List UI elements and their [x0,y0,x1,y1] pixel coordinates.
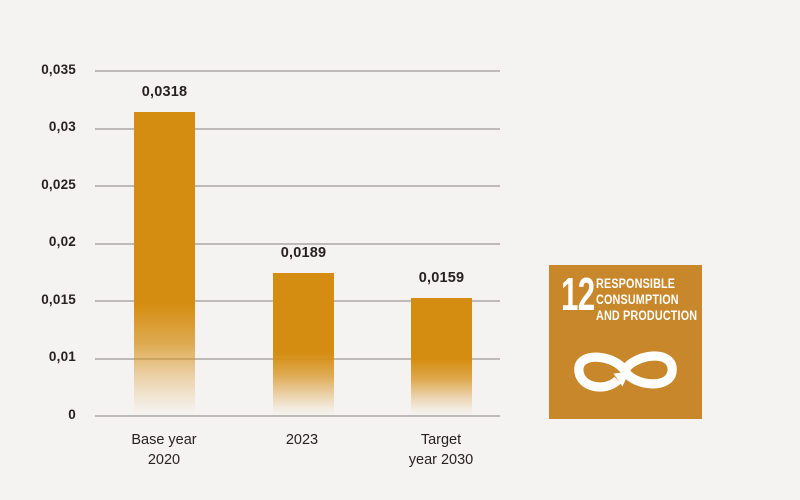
sdg-goal-title: RESPONSIBLE CONSUMPTION AND PRODUCTION [596,276,697,324]
bar-target-year-2030 [411,298,472,416]
x-axis-label: Target year 2030 [366,430,516,470]
x-axis-label-line: year 2030 [408,452,474,468]
bar-2023 [273,273,334,416]
y-tick-label: 0,02 [48,234,76,249]
infinity-arrow-icon [574,351,677,392]
y-tick-label: 0,015 [41,292,76,307]
x-axis-label: 2023 [227,430,377,450]
sdg-goal-title-line: AND PRODUCTION [596,308,698,323]
gridline [95,70,500,72]
sdg-goal-number: 12 [561,268,595,320]
x-axis-label-line: 2023 [285,432,319,448]
bar-value-label: 0,0318 [141,84,188,100]
gridline [95,127,500,130]
sdg-goal-title-line: CONSUMPTION [596,292,679,307]
sdg-goal-title-line: RESPONSIBLE [596,276,676,291]
x-axis-label-line: Base year [131,432,197,448]
plot-area: 0,0318 0,0189 0,0159 [95,70,500,417]
x-axis-label: Base year 2020 [89,430,239,470]
bar-value-label: 0,0189 [280,245,327,261]
y-tick-label: 0,01 [48,349,76,364]
y-tick-label: 0,03 [48,119,76,134]
gridline [95,242,500,245]
bar-base-year-2020 [134,112,195,416]
gridline [95,415,500,417]
x-axis-label-line: Target [420,432,462,448]
y-tick-label: 0,025 [41,177,76,192]
y-tick-label: 0 [68,407,76,422]
sdg12-badge: 12 RESPONSIBLE CONSUMPTION AND PRODUCTIO… [549,265,702,419]
y-tick-label: 0,035 [41,62,76,77]
gridline [95,185,500,187]
bar-value-label: 0,0159 [418,270,465,286]
x-axis-label-line: 2020 [147,452,181,468]
